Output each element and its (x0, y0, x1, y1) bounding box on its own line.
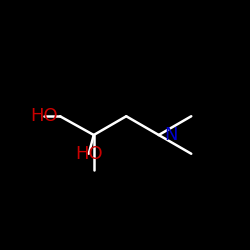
Text: N: N (164, 126, 178, 144)
Text: HO: HO (75, 145, 102, 163)
Text: HO: HO (30, 107, 58, 125)
